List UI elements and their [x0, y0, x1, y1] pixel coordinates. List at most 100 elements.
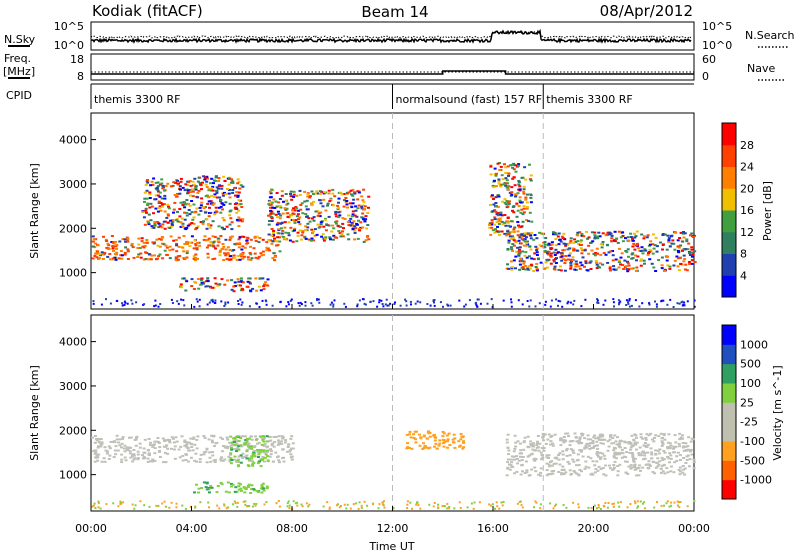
heatmap-cell-2-80: [239, 284, 242, 287]
heatmap-cell-4-374: [571, 449, 575, 452]
heatmap-cell-4-396: [691, 259, 695, 262]
heatmap-cell-0-317: [128, 452, 132, 455]
heatmap-cell-5-111: [522, 205, 526, 208]
heatmap-cell-1-114: [187, 209, 191, 211]
near-range-cell-20: [271, 304, 274, 307]
heatmap-cell-4-411: [515, 457, 519, 460]
heatmap-cell-1-69: [219, 205, 223, 208]
heatmap-cell-4-67: [617, 247, 621, 250]
heatmap-cell-5-186: [505, 200, 509, 202]
heatmap-cell-4-343: [534, 266, 538, 268]
heatmap-cell-4-117: [616, 465, 620, 467]
near-range-cell-115: [183, 304, 186, 307]
heatmap-cell-0-21: [120, 257, 124, 260]
near-range-cell-210: [494, 507, 496, 510]
heatmap-cell-4-381: [668, 265, 672, 268]
heatmap-cell-5-203: [529, 201, 533, 204]
heatmap-cell-3-228: [298, 216, 302, 219]
heatmap-cell-0-13: [229, 444, 233, 447]
heatmap-cell-4-476: [661, 470, 665, 473]
heatmap-cell-3-372: [283, 237, 287, 240]
heatmap-cell-1-339: [218, 196, 222, 199]
heatmap-cell-0-111: [144, 258, 148, 260]
heatmap-cell-0-289: [139, 256, 143, 259]
heatmap-cell-2-22: [264, 281, 268, 284]
near-range-cell-68: [539, 507, 542, 510]
heatmap-cell-4-449: [649, 240, 653, 243]
heatmap-cell-1-353: [173, 194, 177, 196]
near-range-cell-49: [119, 500, 122, 503]
heatmap-cell-4-295: [676, 265, 680, 268]
heatmap-cell-0-282: [263, 451, 266, 454]
heatmap-cell-3-230: [286, 202, 290, 205]
heatmap-cell-0-180: [229, 237, 233, 240]
heatmap-cell-4-261: [686, 248, 690, 251]
heatmap-cell-4-473: [528, 267, 532, 270]
heatmap-cell-4-259: [547, 244, 550, 247]
near-range-cell-160: [223, 504, 226, 507]
heatmap-cell-4-471: [595, 262, 598, 264]
heatmap-cell-4-205: [642, 259, 646, 262]
heatmap-cell-3-312: [353, 192, 357, 195]
heatmap-cell-4-489: [584, 444, 588, 447]
heatmap-cell-4-296: [505, 441, 509, 444]
heatmap-cell-4-307: [593, 231, 597, 234]
heatmap-cell-1-227: [153, 198, 157, 201]
heatmap-cell-1-241: [214, 176, 218, 179]
heatmap-cell-4-85: [563, 262, 567, 265]
heatmap-cell-5-157: [506, 188, 510, 191]
heatmap-cell-4-18: [525, 471, 529, 474]
near-range-cell-98: [255, 302, 258, 305]
heatmap-cell-5-64: [530, 220, 534, 223]
heatmap-cell-0-269: [222, 259, 226, 261]
heatmap-cell-4-212: [630, 466, 634, 469]
heatmap-cell-4-250: [507, 267, 511, 270]
heatmap-cell-3-376: [325, 223, 329, 226]
near-range-cell-66: [360, 506, 363, 509]
near-range-cell-146: [182, 299, 185, 302]
heatmap-cell-0-181: [96, 459, 100, 462]
heatmap-cell-4-512: [677, 442, 681, 445]
heatmap-cell-5-84: [501, 200, 505, 203]
heatmap-cell-1-98: [197, 213, 201, 216]
near-range-cell-100: [210, 299, 213, 302]
heatmap-cell-4-506: [689, 234, 692, 237]
heatmap-cell-4-564: [612, 466, 616, 469]
near-range-cell-177: [528, 305, 531, 308]
heatmap-cell-0-267: [214, 247, 218, 250]
near-range-cell-142: [627, 301, 629, 304]
heatmap-cell-0-208: [250, 257, 254, 260]
heatmap-cell-5-87: [501, 178, 505, 181]
heatmap-cell-0-69: [172, 448, 176, 451]
heatmap-cell-5-170: [514, 193, 518, 196]
heatmap-cell-0-263: [245, 236, 249, 239]
heatmap-cell-2-55: [246, 280, 250, 283]
heatmap-cell-3-41: [365, 227, 369, 230]
heatmap-cell-0-2: [257, 441, 261, 444]
heatmap-cell-0-351: [125, 448, 129, 451]
heatmap-cell-0-321: [205, 447, 209, 450]
heatmap-cell-0-61: [153, 254, 156, 257]
heatmap-cell-4-201: [569, 261, 573, 264]
heatmap-cell-1-105: [217, 177, 221, 180]
heatmap-cell-2-47: [216, 284, 220, 287]
heatmap-cell-4-218: [510, 248, 514, 251]
heatmap-cell-4-303: [533, 252, 537, 255]
heatmap-cell-4-552: [561, 439, 565, 442]
power-colorbar-label: Power [dB]: [761, 181, 774, 241]
heatmap-cell-0-110: [226, 252, 230, 255]
heatmap-cell-0-272: [168, 249, 172, 252]
heatmap-cell-3-379: [301, 230, 305, 233]
heatmap-cell-4-411: [564, 243, 568, 246]
heatmap-cell-2-36: [249, 492, 253, 494]
heatmap-cell-4-46: [548, 465, 552, 468]
heatmap-cell-4-386: [505, 474, 509, 477]
near-range-cell-135: [237, 303, 240, 305]
heatmap-cell-1-67: [192, 216, 196, 219]
heatmap-cell-0-23: [95, 439, 99, 442]
heatmap-cell-1-361: [194, 187, 198, 190]
heatmap-cell-2-10: [232, 290, 236, 293]
heatmap-cell-5-148: [503, 221, 507, 224]
heatmap-cell-5-42: [496, 214, 500, 217]
heatmap-cell-4-413: [688, 252, 691, 254]
